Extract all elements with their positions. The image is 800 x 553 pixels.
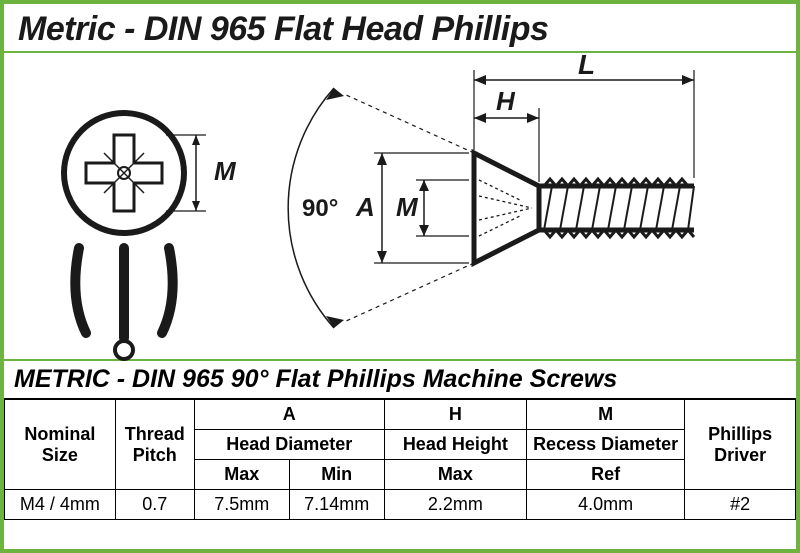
th-nominal: NominalSize	[5, 400, 116, 490]
th-H-max: Max	[384, 460, 526, 490]
cell-nominal: M4 / 4mm	[5, 490, 116, 520]
data-row: M4 / 4mm 0.7 7.5mm 7.14mm 2.2mm 4.0mm #2	[5, 490, 796, 520]
cell-phillips: #2	[685, 490, 796, 520]
th-M: M	[527, 400, 685, 430]
subtitle-bar: METRIC - DIN 965 90° Flat Phillips Machi…	[4, 361, 796, 399]
angle-label: 90°	[302, 195, 338, 222]
diagram-area: M 90°	[4, 53, 796, 361]
header-row-1: NominalSize ThreadPitch A H M PhillipsDr…	[5, 400, 796, 430]
dim-H-label: H	[496, 86, 516, 116]
th-A-max: Max	[194, 460, 289, 490]
th-H-sub: Head Height	[384, 430, 526, 460]
th-A: A	[194, 400, 384, 430]
technical-drawing: M 90°	[4, 53, 796, 361]
th-phillips: PhillipsDriver	[685, 400, 796, 490]
th-M-ref: Ref	[527, 460, 685, 490]
th-pitch: ThreadPitch	[115, 400, 194, 490]
cell-a-min: 7.14mm	[289, 490, 384, 520]
spec-sheet: Metric - DIN 965 Flat Head Phillips	[0, 0, 800, 553]
page-title: Metric - DIN 965 Flat Head Phillips	[18, 10, 782, 49]
title-bar: Metric - DIN 965 Flat Head Phillips	[4, 4, 796, 53]
cell-h-max: 2.2mm	[384, 490, 526, 520]
cell-m-ref: 4.0mm	[527, 490, 685, 520]
th-A-sub: Head Diameter	[194, 430, 384, 460]
subtitle: METRIC - DIN 965 90° Flat Phillips Machi…	[14, 365, 786, 394]
dim-M-label: M	[396, 192, 419, 222]
cell-a-max: 7.5mm	[194, 490, 289, 520]
front-dim-M-label: M	[214, 156, 237, 186]
spec-table: NominalSize ThreadPitch A H M PhillipsDr…	[4, 399, 796, 520]
th-A-min: Min	[289, 460, 384, 490]
th-H: H	[384, 400, 526, 430]
th-M-sub: Recess Diameter	[527, 430, 685, 460]
dim-A-label: A	[355, 192, 375, 222]
cell-pitch: 0.7	[115, 490, 194, 520]
dim-L-label: L	[578, 53, 595, 80]
